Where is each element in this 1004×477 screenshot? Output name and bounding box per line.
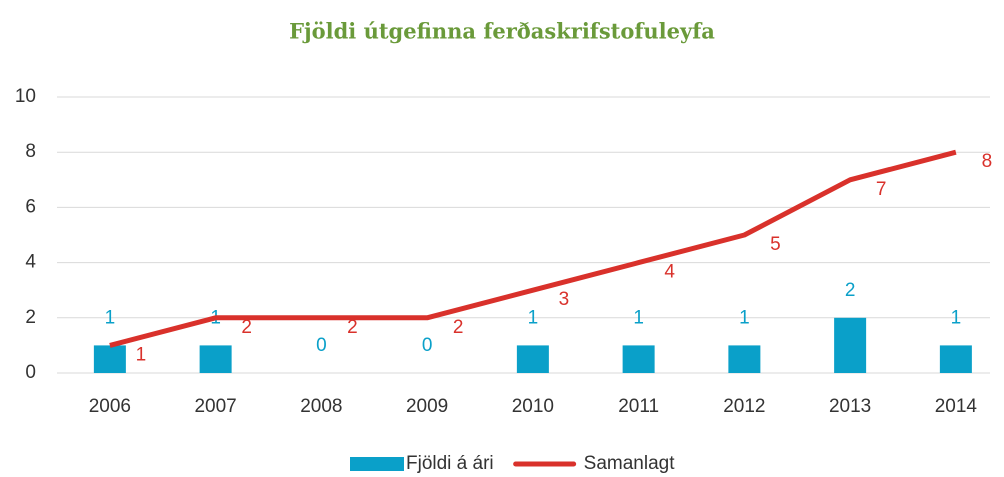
- bar-value-label: 1: [951, 307, 962, 328]
- bar: [939, 345, 972, 373]
- x-tick-label: 2012: [723, 396, 765, 417]
- line-value-label: 8: [982, 151, 993, 172]
- line-value-label: 2: [453, 317, 464, 338]
- legend-label: Fjöldi á ári: [406, 453, 494, 474]
- bar-value-label: 1: [105, 307, 116, 328]
- line-value-label: 1: [136, 344, 147, 365]
- bar-value-label: 2: [845, 280, 856, 301]
- line-value-label: 5: [770, 234, 781, 255]
- line-value-label: 3: [559, 289, 570, 310]
- bar: [199, 345, 232, 373]
- line-value-label: 4: [664, 262, 675, 283]
- x-tick-label: 2013: [829, 396, 871, 417]
- y-tick-label: 0: [25, 362, 36, 383]
- bar: [622, 345, 655, 373]
- y-tick-label: 4: [25, 252, 36, 273]
- legend-label: Samanlagt: [584, 453, 676, 474]
- x-tick-label: 2009: [406, 396, 448, 417]
- bar-value-label: 1: [633, 307, 644, 328]
- x-tick-label: 2010: [512, 396, 554, 417]
- x-tick-label: 2007: [194, 396, 236, 417]
- legend-swatch: [350, 457, 404, 471]
- bar-value-label: 1: [739, 307, 750, 328]
- bar-value-label: 0: [316, 335, 327, 356]
- y-tick-label: 10: [15, 86, 36, 107]
- line: [109, 149, 957, 348]
- bar: [516, 345, 549, 373]
- y-tick-label: 6: [25, 196, 36, 217]
- y-tick-label: 8: [25, 141, 36, 162]
- x-tick-label: 2011: [618, 396, 659, 417]
- bar: [93, 345, 126, 373]
- x-tick-label: 2014: [935, 396, 978, 417]
- bar-value-label: 1: [528, 307, 539, 328]
- y-tick-label: 2: [25, 307, 36, 328]
- line-value-label: 2: [347, 317, 358, 338]
- bar-value-label: 0: [422, 335, 433, 356]
- x-tick-label: 2006: [89, 396, 131, 417]
- chart-title: Fjöldi útgefinna ferðaskrifstofuleyfa: [289, 19, 715, 44]
- bar: [834, 317, 867, 373]
- bar: [728, 345, 761, 373]
- x-tick-label: 2008: [300, 396, 342, 417]
- line-value-label: 2: [241, 317, 252, 338]
- line-value-label: 7: [876, 179, 887, 200]
